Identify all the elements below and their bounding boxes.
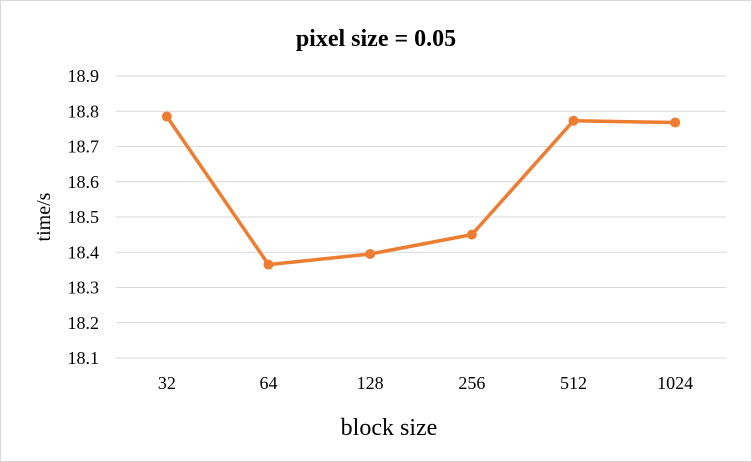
y-tick-label: 18.1 [68,348,100,368]
y-tick-label: 18.7 [68,137,100,157]
y-tick-label: 18.4 [68,242,100,262]
chart-title: pixel size = 0.05 [296,26,456,52]
grid-layer [116,75,726,359]
y-tick-label: 18.2 [68,313,100,333]
x-axis-label: block size [341,415,438,441]
series-line [165,114,677,267]
x-tick-label: 128 [357,373,384,393]
x-tick-label: 256 [458,373,485,393]
series-layer [161,111,681,270]
y-tick-label: 18.6 [68,172,100,192]
y-axis-label: time/s [33,192,55,241]
x-axis-ticks: 32 64 128 256 512 1024 [158,373,693,393]
y-axis-ticks: 18.1 18.2 18.3 18.4 18.5 18.6 18.7 18.8 18.9 [68,66,100,368]
data-point [365,249,376,260]
data-point [263,259,274,270]
x-tick-label: 512 [560,373,587,393]
y-tick-label: 18.8 [68,101,100,121]
data-point [670,117,681,128]
data-point [466,229,477,240]
y-tick-label: 18.5 [68,207,100,227]
x-tick-label: 64 [260,373,278,393]
x-tick-label: 32 [158,373,176,393]
y-tick-label: 18.9 [68,66,100,86]
data-point [568,115,579,126]
y-tick-label: 18.3 [68,278,100,298]
data-point [161,111,172,122]
x-tick-label: 1024 [657,373,693,393]
